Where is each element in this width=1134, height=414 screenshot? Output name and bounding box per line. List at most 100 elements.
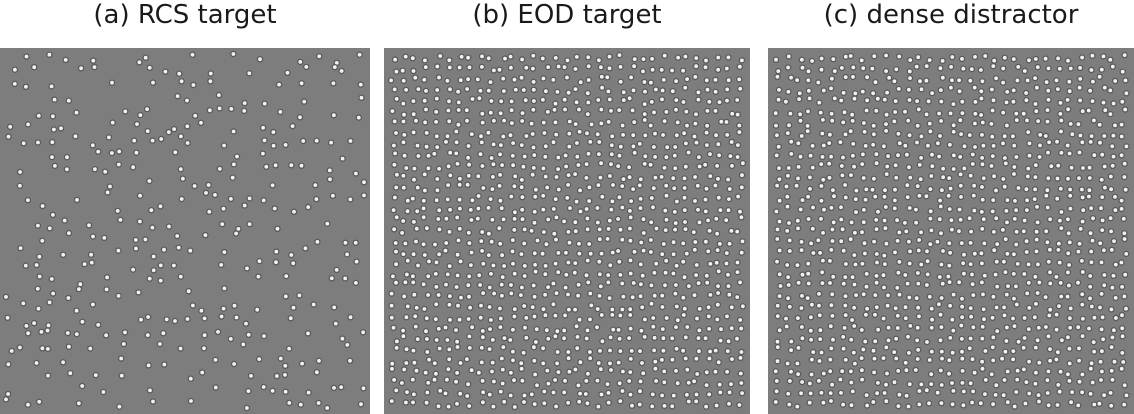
dot [994, 259, 999, 264]
dot [498, 325, 503, 329]
dot [832, 96, 837, 101]
dot [589, 303, 594, 308]
dot [49, 84, 54, 89]
dot [927, 58, 932, 62]
dot [425, 226, 429, 231]
dot [1058, 186, 1063, 191]
dot [1092, 315, 1097, 320]
dot [938, 312, 943, 317]
dot [617, 259, 622, 264]
dot [849, 173, 853, 177]
dot [1033, 175, 1038, 179]
dot [850, 389, 855, 394]
dot [486, 88, 491, 93]
dot [434, 110, 439, 114]
dot [123, 330, 127, 335]
dot [522, 227, 527, 232]
dot [262, 138, 267, 143]
dot [797, 97, 801, 101]
dot [973, 121, 977, 126]
dot [980, 359, 984, 364]
dot [261, 151, 265, 156]
dot [445, 377, 449, 382]
dot [882, 194, 887, 199]
dot [242, 203, 247, 208]
dot [1056, 383, 1061, 387]
dot [692, 379, 696, 384]
dot [908, 58, 913, 62]
dot [118, 218, 123, 222]
dot [663, 270, 668, 275]
dot [1089, 260, 1094, 265]
dot [503, 56, 507, 61]
dot [905, 281, 910, 286]
dot [785, 229, 790, 233]
dot [776, 144, 781, 149]
dot [325, 406, 330, 410]
dot [247, 222, 252, 227]
dot [412, 292, 417, 297]
dot [291, 261, 296, 266]
dot [75, 198, 79, 202]
dot [425, 350, 430, 354]
dot [873, 80, 878, 85]
dot [554, 291, 559, 295]
dot [178, 346, 183, 351]
dot [217, 167, 222, 171]
dot [694, 112, 698, 117]
dot [448, 150, 453, 155]
dot [1090, 99, 1095, 103]
panel-background [0, 48, 370, 414]
dot [1057, 260, 1062, 265]
dot [620, 123, 625, 128]
dot [487, 285, 492, 290]
dot [1067, 263, 1071, 267]
dot [1022, 367, 1026, 372]
dot [850, 318, 854, 322]
dot [149, 208, 154, 213]
dot [843, 183, 847, 187]
dot [244, 321, 248, 326]
dot [693, 75, 698, 79]
dot [704, 383, 709, 387]
dot [696, 90, 701, 95]
dot [806, 69, 811, 74]
dot [853, 197, 858, 202]
dot [609, 207, 614, 212]
dot [467, 162, 471, 167]
dot [774, 123, 778, 128]
dot [486, 253, 491, 257]
dot [588, 356, 593, 361]
dot [188, 376, 193, 381]
dot [1002, 313, 1007, 318]
dot [863, 339, 868, 344]
dot [448, 318, 452, 322]
dot [994, 188, 998, 193]
dot [595, 325, 599, 330]
dot [806, 109, 810, 114]
dot [929, 382, 934, 386]
dot [841, 155, 845, 160]
dot [1046, 66, 1051, 71]
dot [620, 281, 625, 286]
dot [1080, 270, 1085, 274]
dot [167, 224, 171, 229]
dot [642, 162, 647, 166]
dot [980, 197, 985, 202]
dot [586, 78, 591, 82]
dot [1078, 66, 1082, 70]
dot [567, 131, 572, 136]
dot [713, 183, 718, 188]
dot [862, 121, 866, 125]
dot [1120, 69, 1125, 74]
dot [302, 99, 307, 104]
dot [9, 349, 14, 353]
dot [444, 140, 448, 144]
dot [918, 79, 922, 84]
dot [958, 183, 963, 188]
dot [628, 258, 633, 263]
dot [158, 278, 163, 283]
dot [89, 252, 93, 257]
dot [903, 273, 908, 277]
dot [895, 285, 900, 290]
